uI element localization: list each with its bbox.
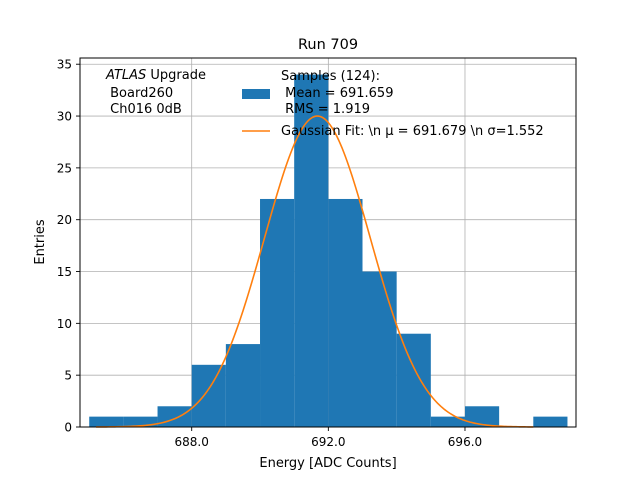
y-tick-label-3: 15 [57, 265, 72, 279]
atlas-label: ATLAS [105, 68, 146, 83]
histogram-bar-10 [430, 416, 465, 427]
legend-hist-swatch [242, 89, 270, 99]
y-tick-label-7: 35 [57, 58, 72, 72]
gaussian-fit [96, 115, 534, 428]
histogram-bar-1 [123, 416, 158, 427]
histogram-bar-2 [157, 406, 192, 427]
legend-rms-label: RMS = 1.919 [281, 102, 370, 117]
x-tick-label-2: 696.0 [448, 435, 482, 449]
channel-label: Ch016 0dB [106, 102, 182, 117]
atlas-annotation: ATLAS Upgrade Board260 Ch016 0dB [105, 68, 206, 117]
histogram-bar-0 [89, 416, 124, 427]
chart-title: Run 709 [298, 37, 358, 53]
histogram-bar-8 [362, 271, 397, 427]
atlas-annotation-line1: ATLAS Upgrade [105, 68, 206, 83]
y-tick-label-5: 25 [57, 161, 72, 175]
y-tick-label-0: 0 [64, 421, 72, 435]
gaussian-fit-curve [96, 115, 534, 428]
legend-fit-label: Gaussian Fit: \n μ = 691.679 \n σ=1.552 [281, 124, 544, 139]
x-tick-label-0: 688.0 [175, 435, 209, 449]
legend-samples-label: Samples (124): [281, 69, 380, 84]
histogram-bar-9 [396, 333, 431, 427]
histogram-bar-3 [191, 364, 226, 427]
y-tick-label-6: 30 [57, 110, 72, 124]
y-axis-ticks: 0 5 10 15 20 25 30 35 [57, 58, 80, 435]
histogram-bar-4 [225, 344, 261, 427]
y-tick-label-4: 20 [57, 213, 72, 227]
histogram-bar-5 [260, 198, 295, 427]
histogram-bar-13 [533, 416, 568, 427]
x-tick-label-1: 692.0 [311, 435, 345, 449]
histogram-bar-7 [328, 198, 363, 427]
x-axis-label: Energy [ADC Counts] [259, 456, 396, 471]
histogram-bars [89, 74, 568, 428]
board-label: Board260 [106, 86, 173, 101]
y-tick-label-2: 10 [57, 317, 72, 331]
legend-mean-label: Mean = 691.659 [281, 86, 393, 101]
upgrade-label: Upgrade [146, 68, 206, 83]
legend: Samples (124): Mean = 691.659 RMS = 1.91… [242, 69, 544, 139]
y-axis-label: Entries [33, 219, 48, 265]
histogram-bar-11 [464, 406, 500, 427]
x-axis-ticks: 688.0 692.0 696.0 [175, 427, 482, 449]
y-tick-label-1: 5 [64, 369, 72, 383]
